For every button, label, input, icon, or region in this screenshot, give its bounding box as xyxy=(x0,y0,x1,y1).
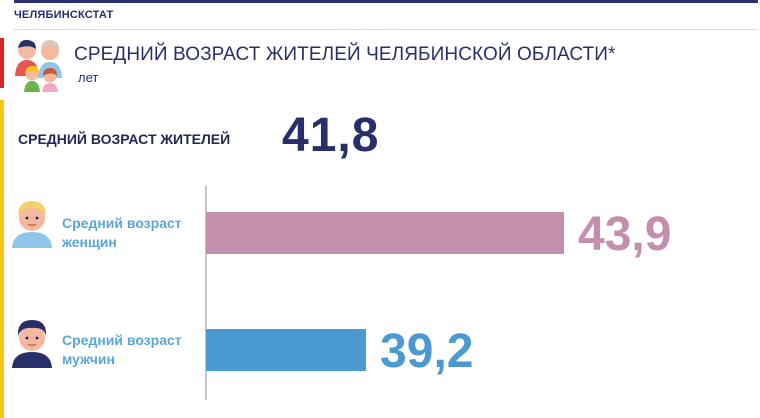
unit-label: лет xyxy=(78,70,99,85)
value-label-men: 39,2 xyxy=(380,325,473,378)
accent-bar-yellow xyxy=(0,100,4,418)
woman-avatar-icon xyxy=(12,201,52,248)
chart-title: СРЕДНИЙ ВОЗРАСТ ЖИТЕЛЕЙ ЧЕЛЯБИНСКОЙ ОБЛА… xyxy=(74,44,616,65)
category-label-women-line-1: Средний возраст xyxy=(62,215,182,231)
bar-men xyxy=(206,329,367,371)
top-rule xyxy=(14,0,758,3)
value-label-women: 43,9 xyxy=(578,208,671,261)
category-label-men-line-2: мужчин xyxy=(62,351,115,367)
title-divider xyxy=(14,29,758,30)
bars-layer: 43,9 Средний возраст женщин 39,2 Средний воз… xyxy=(61,208,671,378)
bar-women xyxy=(206,212,564,254)
man-avatar-icon xyxy=(12,320,52,368)
summary-value: 41,8 xyxy=(282,109,380,162)
accent-bar-red xyxy=(0,38,4,88)
summary-label: СРЕДНИЙ ВОЗРАСТ ЖИТЕЛЕЙ xyxy=(18,131,231,147)
org-name: ЧЕЛЯБИНСКСТАТ xyxy=(14,9,114,21)
family-icon xyxy=(15,39,62,92)
category-label-men-line-1: Средний возраст xyxy=(62,332,182,348)
category-label-women-line-2: женщин xyxy=(61,234,117,250)
